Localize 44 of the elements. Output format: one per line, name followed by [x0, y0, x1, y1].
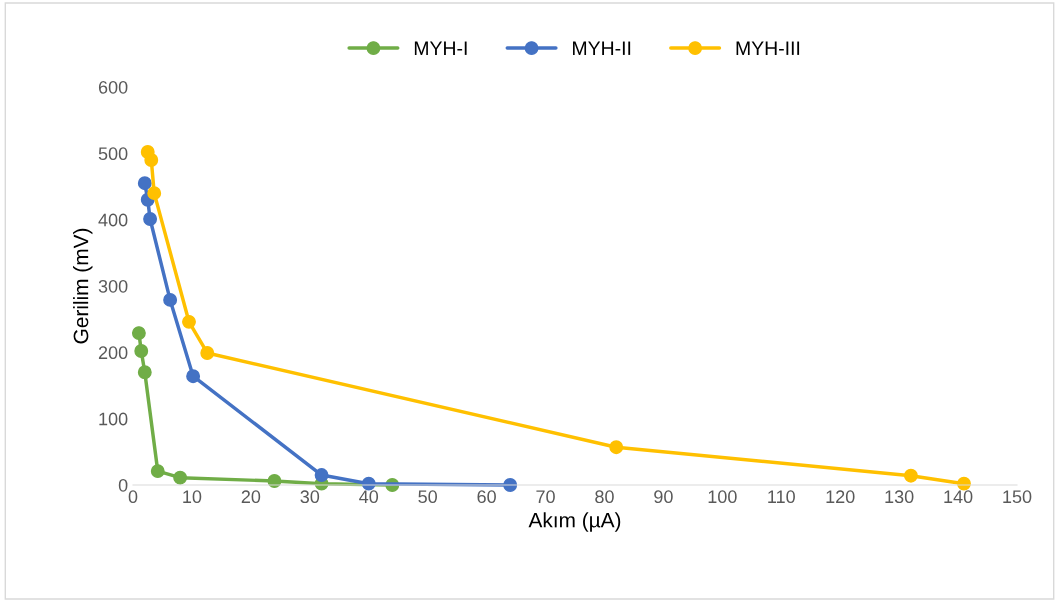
x-tick-label: 110 [768, 490, 795, 504]
legend-label: MYH-I [414, 41, 467, 55]
point [609, 440, 624, 455]
point [182, 314, 196, 329]
y-tick-label: 0 [118, 478, 128, 492]
point [134, 344, 149, 358]
point [150, 464, 165, 479]
x-tick-label: 60 [477, 490, 496, 504]
legend-label: MYH-III [736, 41, 800, 55]
x-tick-label: 90 [654, 490, 673, 504]
point [314, 468, 329, 482]
point [186, 369, 201, 384]
x-tick-label: 120 [826, 490, 855, 504]
point [163, 292, 178, 307]
x-tick-label: 40 [359, 490, 379, 504]
point [903, 468, 918, 483]
x-tick-label: 10 [183, 490, 202, 504]
y-axis-title: Gerilim (mV) [73, 228, 93, 344]
point [137, 365, 152, 380]
point [143, 212, 158, 226]
x-tick-label: 100 [708, 490, 737, 504]
y-tick-label: 500 [98, 147, 128, 161]
point [173, 470, 188, 485]
x-tick-label: 130 [885, 490, 914, 504]
y-tick-label: 200 [98, 346, 128, 360]
point [137, 176, 152, 191]
y-tick-label: 100 [99, 412, 128, 426]
x-axis-title: Akım (µA) [528, 512, 621, 532]
x-tick-label: 70 [536, 490, 555, 504]
x-tick-label: 20 [241, 490, 261, 504]
x-tick-label: 150 [1003, 490, 1032, 504]
legend-label: MYH-II [573, 41, 631, 55]
x-tick-label: 0 [128, 490, 138, 504]
x-tick-label: 80 [595, 490, 614, 504]
x-tick-label: 140 [944, 490, 973, 504]
y-tick-label: 300 [98, 279, 128, 293]
point [147, 186, 162, 201]
point [144, 153, 159, 167]
x-tick-label: 50 [418, 490, 437, 504]
y-tick-label: 600 [98, 80, 128, 94]
y-tick-label: 400 [98, 213, 128, 227]
point [131, 326, 146, 341]
point [200, 346, 215, 360]
x-tick-label: 30 [300, 490, 320, 504]
